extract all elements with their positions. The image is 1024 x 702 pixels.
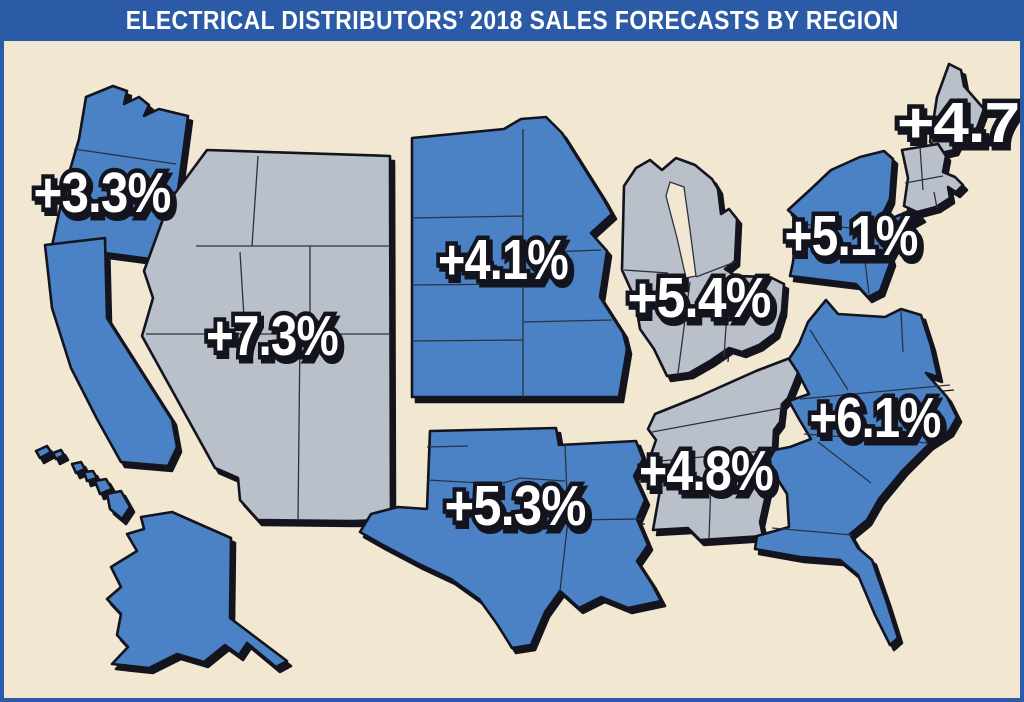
south-atlantic-shape (753, 298, 959, 647)
new-england-maine-shape (928, 62, 986, 155)
wa-or-border (73, 148, 177, 165)
region-south-atlantic (753, 298, 959, 647)
west-north-central-state-borders (411, 129, 613, 397)
title-bar: ELECTRICAL DISTRIBUTORS’ 2018 SALES FORE… (0, 0, 1024, 41)
south-atlantic-state-borders (771, 310, 951, 536)
lake-michigan (665, 181, 697, 279)
pacific-alaska-shape (105, 510, 289, 670)
region-middle-atlantic (786, 149, 923, 299)
middle-atlantic-state-borders (797, 223, 879, 295)
value-label-west-north-central: +4.1% (438, 228, 568, 292)
west-south-central-state-borders (426, 444, 642, 592)
mountain-state-borders (146, 155, 391, 521)
region-east-north-central (620, 156, 786, 378)
value-label-east-south-central: +4.8% (639, 439, 773, 503)
west-south-central-shape (358, 426, 663, 650)
new-england-state-borders (904, 146, 944, 209)
pacific-hawaii-islands (34, 444, 132, 521)
page-title: ELECTRICAL DISTRIBUTORS’ 2018 SALES FORE… (125, 5, 899, 35)
value-label-south-atlantic: +6.1% (810, 386, 941, 450)
region-west-south-central (358, 426, 663, 650)
east-south-central-state-borders (649, 407, 783, 540)
value-label-new-england: +4.7 (897, 91, 1019, 155)
east-north-central-state-borders (623, 261, 736, 374)
value-label-east-north-central: +5.4% (628, 266, 771, 330)
value-label-pacific: +3.3% (34, 161, 171, 225)
value-label-mountain: +7.3% (206, 304, 338, 368)
us-region-map: +3.3% +7.3% +4.1% +5.4% +5.3% +4.8% +6.1… (29, 62, 1024, 670)
west-north-central-shape (410, 115, 629, 399)
region-new-england (900, 62, 986, 214)
value-label-middle-atlantic: +5.1% (785, 204, 918, 268)
region-west-north-central (410, 115, 629, 399)
pacific-wa-or-shape (50, 84, 190, 261)
middle-atlantic-shape (786, 149, 923, 299)
east-north-central-shape (620, 156, 786, 378)
pacific-california-shape (43, 236, 179, 468)
value-label-west-south-central: +5.3% (445, 474, 586, 538)
region-pacific (34, 84, 289, 670)
